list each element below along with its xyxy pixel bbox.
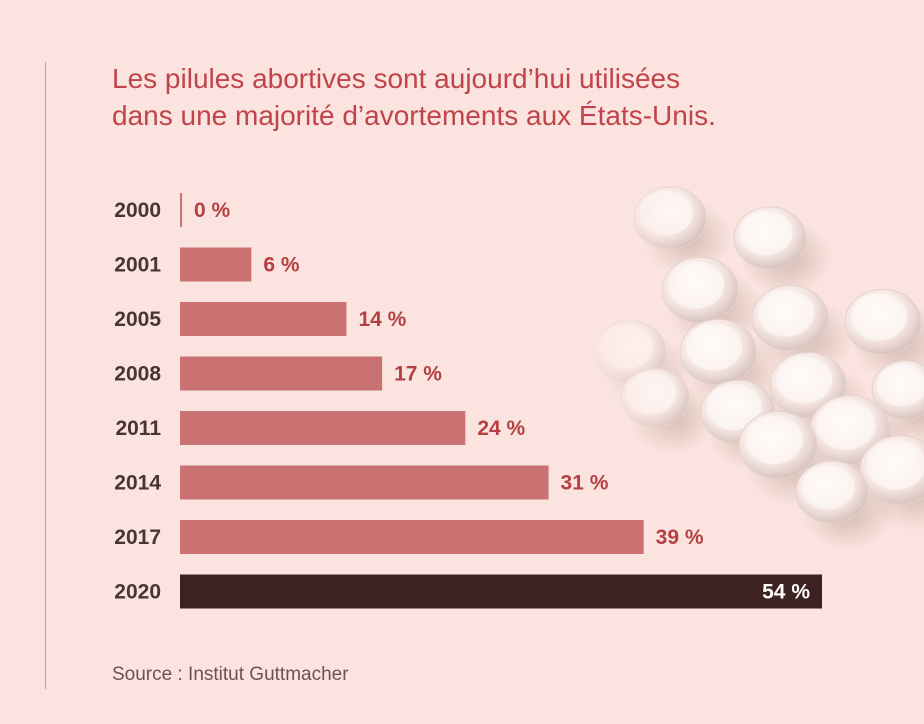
bar-2020 (180, 574, 822, 609)
year-label: 2000 (114, 199, 161, 222)
year-label: 2011 (115, 417, 161, 440)
year-label: 2008 (114, 363, 161, 386)
pills-illustration (560, 170, 924, 551)
bar-2014 (180, 465, 549, 500)
value-label: 14 % (358, 308, 406, 331)
bar-2017 (180, 520, 644, 554)
left-divider (45, 62, 46, 689)
bar-2001 (180, 247, 252, 282)
source-note: Source : Institut Guttmacher (112, 664, 349, 685)
year-label: 2005 (114, 308, 161, 331)
year-label: 2014 (114, 472, 161, 495)
value-label: 17 % (394, 363, 442, 386)
year-label: 2020 (114, 581, 161, 604)
bar-2000 (180, 193, 182, 227)
chart-title: Les pilules abortives sont aujourd’hui u… (112, 60, 832, 134)
bar-2005 (180, 302, 347, 336)
value-label: 54 % (762, 581, 810, 604)
pill-fade (560, 170, 924, 530)
chart-title-line-2: dans une majorité d’avortements aux État… (112, 100, 716, 131)
value-label: 31 % (561, 472, 609, 495)
value-label: 0 % (194, 199, 231, 222)
year-label: 2001 (114, 254, 161, 277)
chart-title-line-1: Les pilules abortives sont aujourd’hui u… (112, 63, 681, 94)
value-label: 6 % (263, 254, 300, 277)
value-label: 24 % (477, 417, 525, 440)
value-label: 39 % (656, 526, 704, 549)
bars-layer: 2000 0 % 2001 6 % 2005 14 % 2008 17 % 2011 24 % 20… (114, 193, 822, 609)
bar-2011 (180, 411, 466, 445)
bar-2008 (180, 356, 383, 391)
year-label: 2017 (114, 526, 161, 549)
